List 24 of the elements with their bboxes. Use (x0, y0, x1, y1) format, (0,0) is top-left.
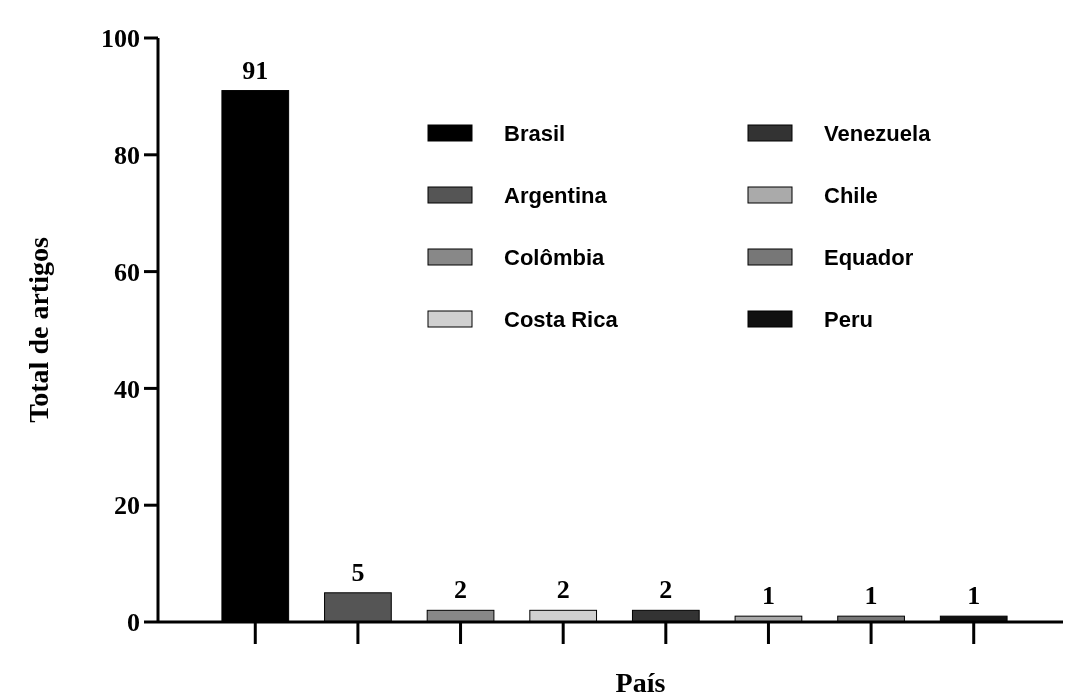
data-label: 2 (556, 575, 570, 605)
legend-label: Brasil (504, 120, 566, 146)
data-label: 5 (351, 557, 365, 587)
data-label: 91 (242, 55, 269, 85)
legend-label: Venezuela (824, 120, 932, 146)
y-axis-title: Total de artigos (23, 237, 54, 423)
y-tick-label: 0 (127, 608, 140, 638)
legend-label: Peru (824, 306, 873, 332)
legend-label: Argentina (504, 182, 608, 208)
y-tick-label: 40 (114, 374, 140, 404)
data-label: 1 (761, 581, 775, 611)
legend-label: Colômbia (504, 244, 605, 270)
y-tick-label: 100 (101, 24, 140, 54)
y-tick-label: 60 (114, 257, 140, 287)
data-label: 1 (967, 581, 981, 611)
y-tick-label: 80 (114, 140, 140, 170)
legend-label: Chile (824, 182, 878, 208)
data-label: 1 (864, 581, 878, 611)
legend-label: Equador (824, 244, 914, 270)
legend-label: Costa Rica (504, 306, 619, 332)
x-axis-title: País (615, 667, 666, 696)
data-label: 2 (659, 575, 673, 605)
y-tick-label: 20 (114, 491, 140, 521)
data-label: 2 (454, 575, 468, 605)
